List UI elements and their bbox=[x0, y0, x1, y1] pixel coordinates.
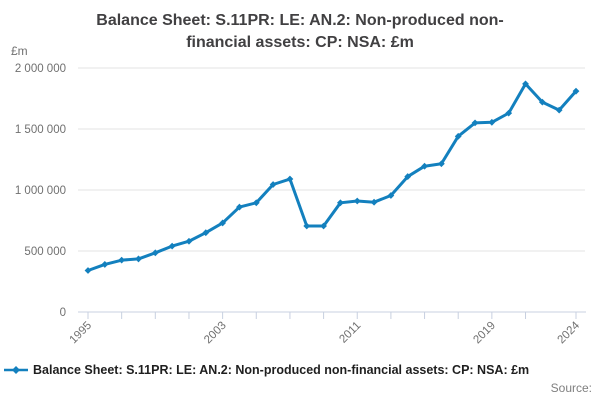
data-point-marker[interactable] bbox=[269, 181, 277, 188]
data-point-marker[interactable] bbox=[437, 160, 445, 168]
line-chart-plot: £m 0 500 000 1 000 000 1 500 000 2 000 000 199… bbox=[11, 44, 586, 347]
data-point-marker[interactable] bbox=[555, 106, 563, 114]
y-axis-tick-label: 1 500 000 bbox=[15, 124, 66, 136]
chart-title-line1: Balance Sheet: S.11PR: LE: AN.2: Non-pro… bbox=[96, 12, 504, 29]
data-point-marker[interactable] bbox=[337, 199, 344, 207]
x-axis-tick-label: 2024 bbox=[556, 319, 583, 346]
data-point-marker[interactable] bbox=[135, 255, 142, 263]
data-point-marker[interactable] bbox=[387, 192, 395, 199]
data-point-marker[interactable] bbox=[471, 119, 479, 127]
data-point-marker[interactable] bbox=[118, 256, 126, 264]
data-line bbox=[86, 82, 578, 273]
legend[interactable]: Balance Sheet: S.11PR: LE: AN.2: Non-pro… bbox=[4, 363, 529, 377]
y-axis-tick-label: 2 000 000 bbox=[15, 63, 66, 75]
source-label: Source: bbox=[550, 381, 592, 395]
data-point-marker[interactable] bbox=[505, 109, 513, 117]
data-point-marker[interactable] bbox=[101, 261, 109, 268]
x-axis-tick-label: 2003 bbox=[202, 320, 229, 347]
data-point-marker[interactable] bbox=[454, 132, 462, 140]
data-point-marker[interactable] bbox=[219, 219, 227, 227]
x-axis-tick-label: 1995 bbox=[68, 320, 95, 347]
data-point-marker[interactable] bbox=[84, 267, 92, 274]
y-axis-tick-label: 500 000 bbox=[24, 246, 66, 258]
data-point-marker[interactable] bbox=[202, 229, 210, 237]
chart-title-line2: financial assets: CP: NSA: £m bbox=[186, 33, 414, 51]
legend-series-label: Balance Sheet: S.11PR: LE: AN.2: Non-pro… bbox=[33, 363, 530, 377]
x-axis-tick-label: 2019 bbox=[471, 320, 498, 347]
data-point-marker[interactable] bbox=[151, 249, 159, 257]
data-point-marker[interactable] bbox=[185, 237, 193, 245]
data-point-marker[interactable] bbox=[488, 118, 496, 126]
legend-series-marker-icon bbox=[4, 366, 28, 374]
data-point-marker[interactable] bbox=[252, 199, 260, 207]
chart-title: Balance Sheet: S.11PR: LE: AN.2: Non-pro… bbox=[0, 10, 600, 53]
y-axis-tick-label: 1 000 000 bbox=[15, 185, 66, 197]
x-axis-tick-label: 2011 bbox=[337, 320, 363, 346]
data-point-marker[interactable] bbox=[538, 98, 546, 106]
data-point-marker[interactable] bbox=[522, 80, 529, 88]
y-axis-tick-label: 0 bbox=[60, 307, 66, 319]
data-point-marker[interactable] bbox=[404, 173, 412, 180]
data-point-marker[interactable] bbox=[168, 242, 176, 250]
data-point-marker[interactable] bbox=[286, 175, 294, 183]
data-point-marker[interactable] bbox=[572, 87, 580, 95]
y-axis-unit-label: £m bbox=[11, 44, 28, 58]
data-point-marker[interactable] bbox=[421, 162, 428, 170]
data-point-marker[interactable] bbox=[320, 222, 327, 230]
data-point-marker[interactable] bbox=[353, 197, 361, 205]
data-point-marker[interactable] bbox=[236, 203, 243, 211]
data-point-marker[interactable] bbox=[370, 198, 378, 206]
data-point-marker[interactable] bbox=[303, 222, 311, 230]
